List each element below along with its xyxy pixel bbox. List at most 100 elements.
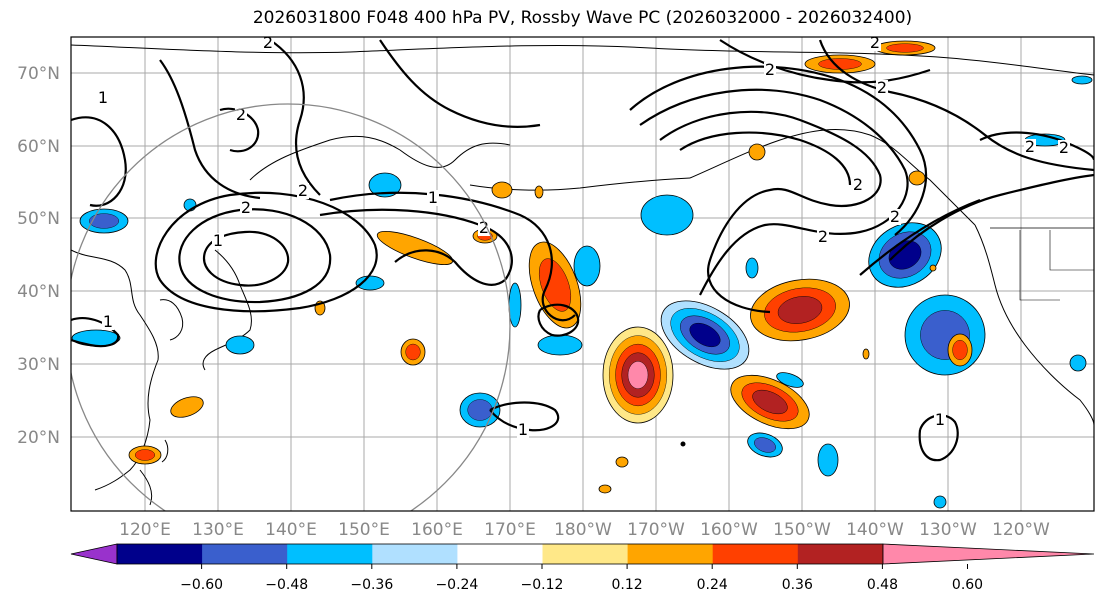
- colorbar-outline: [116, 543, 884, 565]
- contour-label-bg: [97, 90, 109, 106]
- colorbar-segment: [542, 544, 628, 564]
- pv-anomaly-region: [862, 348, 870, 360]
- pv-anomaly-region: [368, 172, 402, 198]
- coast-philippines: [139, 469, 153, 506]
- contour-label: 2: [890, 207, 900, 226]
- contour-label: 2: [818, 227, 828, 246]
- pv-anomaly-region: [491, 181, 513, 199]
- contour-label: 1: [213, 231, 223, 250]
- pv-anomaly-region: [537, 334, 583, 356]
- colorbar-tick-label: −0.24: [435, 577, 478, 593]
- border-states-2: [1049, 230, 1094, 271]
- lon-label: 130°E: [192, 520, 244, 540]
- coast-taiwan: [161, 439, 169, 463]
- lon-label: 140°W: [846, 520, 904, 540]
- coast-arctic: [71, 44, 1094, 76]
- colorbar-segment: [457, 544, 543, 564]
- graticule: [71, 37, 1094, 511]
- pv-anomaly-region: [88, 213, 119, 229]
- contour-wave-2: [329, 191, 576, 322]
- coast-japan: [202, 249, 252, 371]
- pv-anomaly-region: [538, 258, 572, 312]
- contour-label-bg: [852, 177, 864, 193]
- longitude-labels: 120°E 130°E 140°E 150°E 160°E 170°E 180°W 170°W…: [119, 520, 1050, 540]
- contour-label: 1: [935, 410, 945, 429]
- lon-label: 120°W: [992, 520, 1050, 540]
- contour-label: 2: [765, 60, 775, 79]
- contour-label-bg: [876, 80, 888, 96]
- pv-anomaly-region: [405, 343, 421, 361]
- coast-asia: [71, 249, 159, 491]
- contour-north-1: [159, 59, 261, 200]
- contour-label: 2: [241, 198, 251, 217]
- contour-label-bg: [102, 314, 114, 330]
- colorbar-segment: [287, 544, 373, 564]
- contour-west-2: [71, 317, 120, 348]
- contour-label-bg: [262, 37, 274, 51]
- contour-trough-4: [679, 131, 852, 186]
- contour-label: 2: [870, 33, 880, 52]
- contour-ridge-4: [859, 198, 981, 276]
- contour-trough-2: [639, 88, 909, 296]
- lat-label: 40°N: [17, 282, 60, 302]
- contour-trough-3: [629, 65, 928, 236]
- lon-label: 130°W: [919, 520, 977, 540]
- lon-label: 150°E: [338, 520, 390, 540]
- colorbar-ticks: −0.60 −0.48 −0.36 −0.24 −0.12 0.12 0.24 0.36 0.4…: [180, 564, 983, 593]
- pv-anomaly-region: [615, 456, 629, 468]
- pv-anomaly-region: [640, 194, 694, 236]
- lat-label: 60°N: [17, 137, 60, 157]
- contour-label-bg: [764, 62, 776, 78]
- contour-label: 1: [103, 312, 113, 331]
- chart-title: 2026031800 F048 400 hPa PV, Rossby Wave …: [252, 8, 913, 28]
- lon-label: 170°W: [627, 520, 685, 540]
- pv-anomaly-region: [886, 43, 924, 53]
- pv-anomaly-region: [508, 282, 522, 328]
- pv-anomaly-region: [748, 143, 766, 161]
- contour-label: 2: [1059, 138, 1069, 157]
- lon-label: 140°E: [265, 520, 317, 540]
- pv-anomaly-region: [225, 335, 255, 355]
- contour-label-bg: [240, 200, 252, 216]
- lat-label: 70°N: [17, 64, 60, 84]
- colorbar-tick-label: −0.12: [521, 577, 564, 593]
- pv-anomaly-region: [355, 275, 385, 291]
- contour-cutoff-low-2: [178, 208, 332, 304]
- contour-trough-1: [659, 110, 882, 314]
- colorbar-arrow-left: [70, 543, 118, 565]
- coast-na-west: [974, 224, 1094, 426]
- contour-label-bg: [1058, 140, 1070, 156]
- coast-alaska: [689, 129, 976, 226]
- pv-anomaly-region: [952, 340, 968, 361]
- contour-label: 1: [518, 420, 528, 439]
- latitude-labels: 70°N 60°N 50°N 40°N 30°N 20°N: [17, 64, 60, 448]
- pv-anomaly-region: [467, 399, 493, 421]
- lon-label: 150°W: [773, 520, 831, 540]
- colorbar-segment: [627, 544, 714, 564]
- contour-label-bg: [889, 209, 901, 225]
- lon-label: 160°W: [700, 520, 758, 540]
- contour-label: 2: [853, 175, 863, 194]
- contour-north-3: [269, 39, 321, 196]
- contour-label: 2: [877, 78, 887, 97]
- projection-circle: [71, 103, 511, 511]
- colorbar-tick-label: 0.48: [867, 577, 898, 593]
- contour-north-4: [379, 39, 541, 128]
- contour-label: 2: [298, 181, 308, 200]
- contour-east-1: [979, 131, 1094, 161]
- colorbar-segment: [712, 544, 799, 564]
- lat-label: 30°N: [17, 355, 60, 375]
- contour-ridge-2: [719, 39, 931, 84]
- colorbar-segment: [202, 544, 288, 564]
- contour-label-bg: [297, 183, 309, 199]
- pv-anomaly-region: [573, 245, 601, 287]
- contour-label-bg: [478, 220, 490, 236]
- pv-anomaly-region: [908, 170, 926, 186]
- map-border: [70, 36, 1095, 512]
- pv-anomaly-region: [776, 372, 804, 388]
- pv-contours: [71, 39, 1094, 462]
- contour-label-bg: [517, 422, 529, 438]
- pv-anomaly-region: [1071, 75, 1093, 85]
